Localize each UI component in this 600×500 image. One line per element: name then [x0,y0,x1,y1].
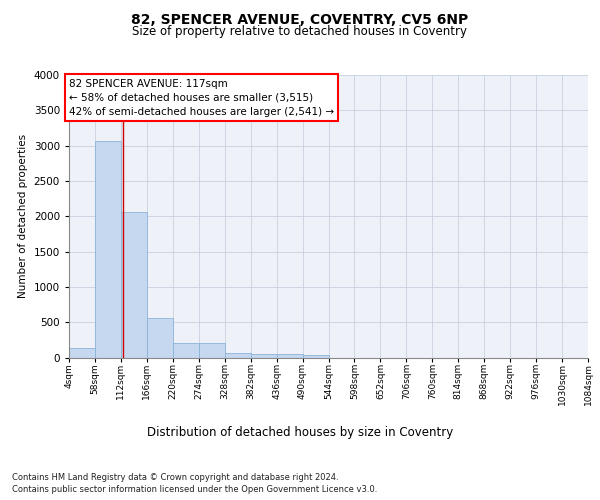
Bar [121,212,147,358]
Text: Size of property relative to detached houses in Coventry: Size of property relative to detached ho… [133,25,467,38]
Text: Distribution of detached houses by size in Coventry: Distribution of detached houses by size … [147,426,453,439]
Y-axis label: Number of detached properties: Number of detached properties [18,134,28,298]
Text: Contains public sector information licensed under the Open Government Licence v3: Contains public sector information licen… [12,485,377,494]
Bar [225,352,251,358]
Bar [147,318,173,358]
Text: 82, SPENCER AVENUE, COVENTRY, CV5 6NP: 82, SPENCER AVENUE, COVENTRY, CV5 6NP [131,12,469,26]
Bar [69,348,95,358]
Bar [95,142,121,358]
Bar [199,344,224,357]
Text: Contains HM Land Registry data © Crown copyright and database right 2024.: Contains HM Land Registry data © Crown c… [12,472,338,482]
Bar [173,344,199,357]
Text: 82 SPENCER AVENUE: 117sqm
← 58% of detached houses are smaller (3,515)
42% of se: 82 SPENCER AVENUE: 117sqm ← 58% of detac… [69,78,334,116]
Bar [277,354,302,358]
Bar [302,354,329,358]
Bar [251,354,277,358]
